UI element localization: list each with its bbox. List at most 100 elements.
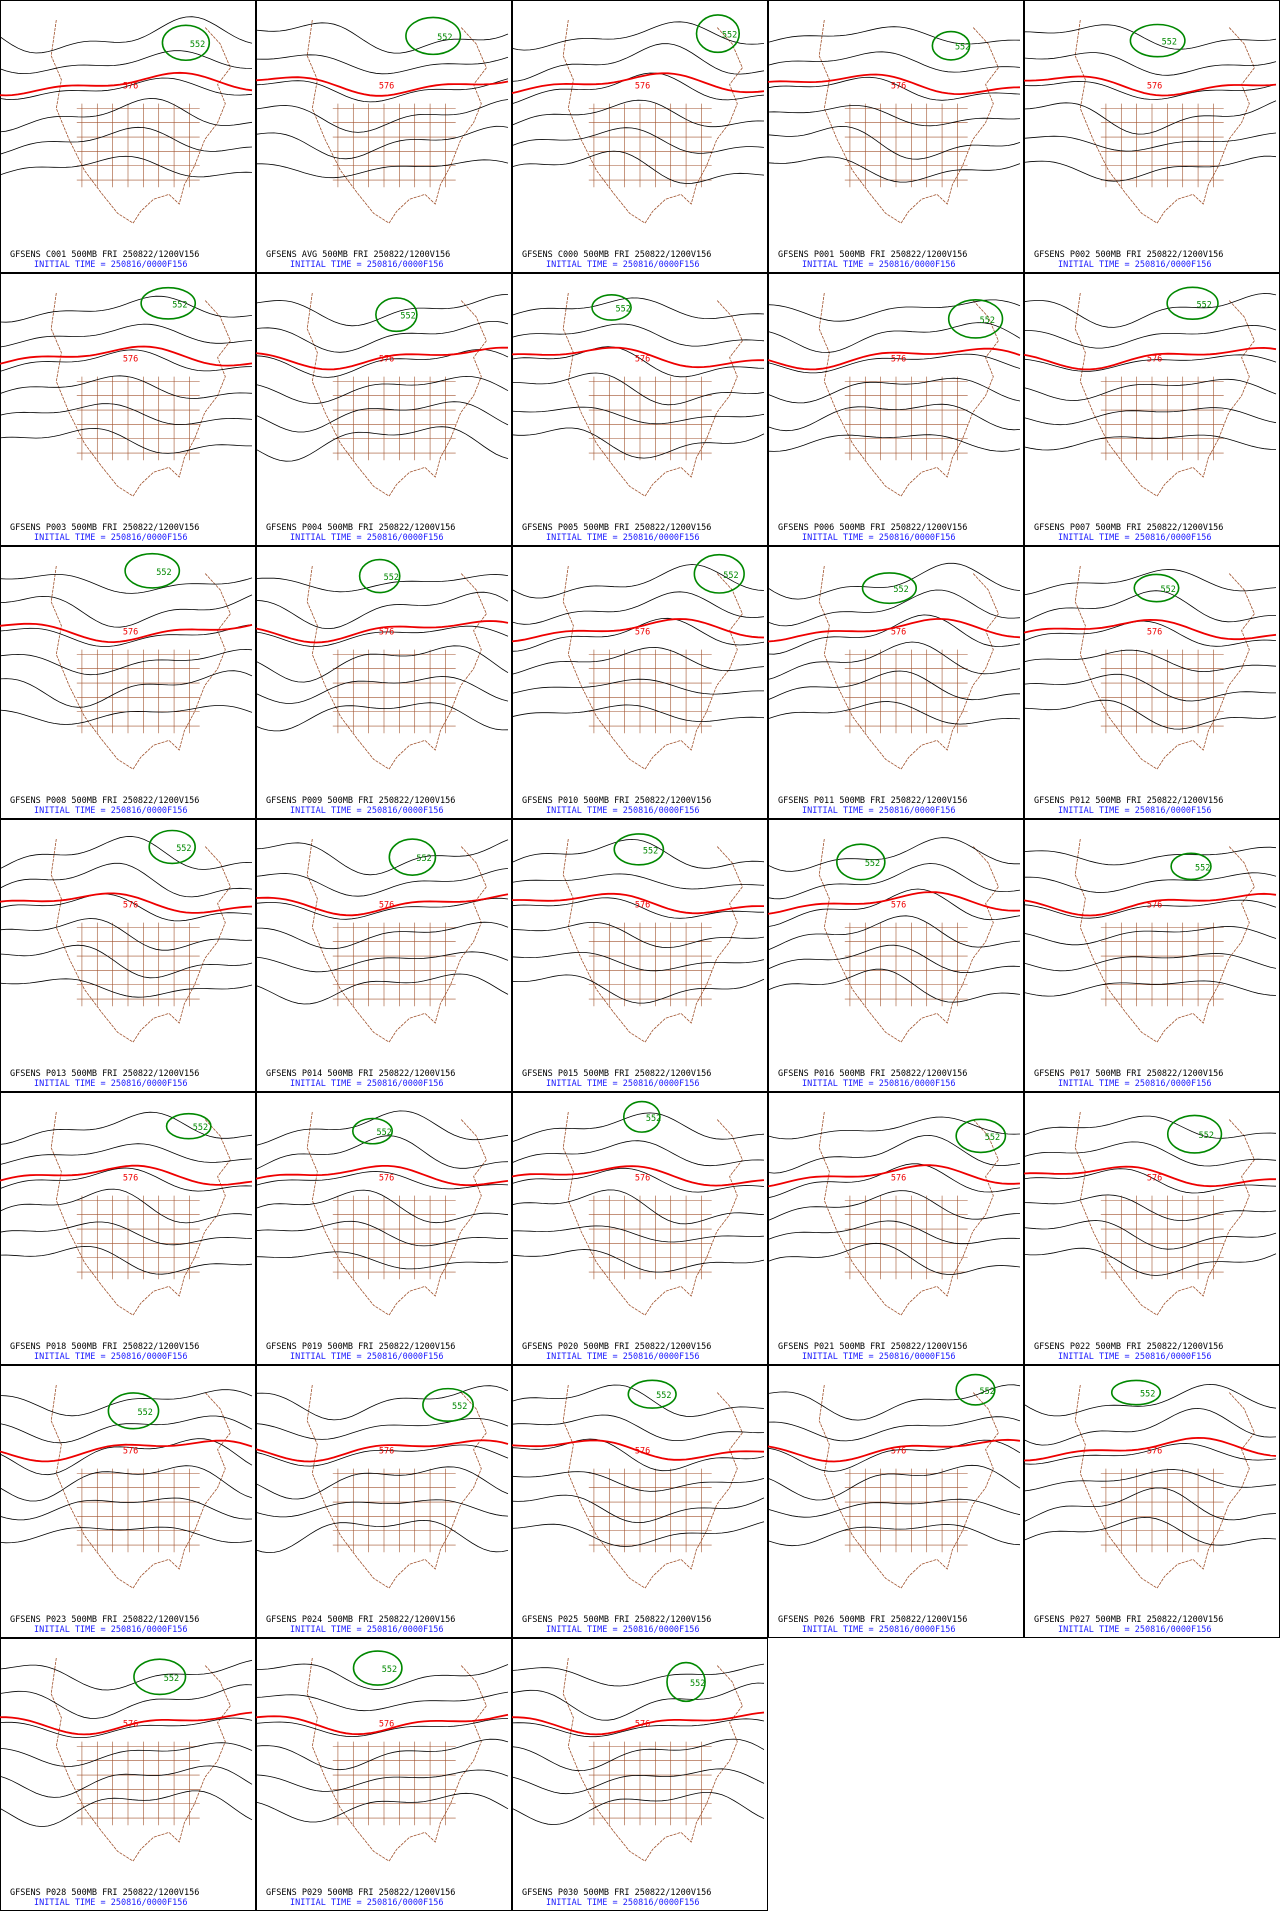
height-contour [255, 973, 509, 1005]
height-contour [511, 678, 764, 695]
height-contour [511, 1682, 765, 1721]
caption: GFSENS P024 500MB FRI 250822/1200V156 [266, 1615, 455, 1625]
coastline [818, 19, 999, 224]
contour-552 [1129, 23, 1186, 58]
height-contour [0, 648, 253, 676]
caption: GFSENS P023 500MB FRI 250822/1200V156 [10, 1615, 199, 1625]
height-contour [1023, 1247, 1277, 1276]
contour-552 [955, 1118, 1007, 1154]
height-contour [511, 1521, 765, 1547]
height-contour [767, 125, 1021, 160]
height-contour [0, 323, 253, 348]
map-panel: 576 552 GFSENS P015 500MB FRI 250822/1200V… [511, 819, 768, 1092]
initial-time: INITIAL TIME = 250816/0000F156 [34, 1898, 188, 1908]
contour-576 [255, 893, 509, 917]
coastline [50, 838, 231, 1043]
height-contour [0, 862, 253, 898]
contour-576 [255, 1165, 509, 1187]
height-contour [0, 98, 253, 133]
map-panel: 576 552 GFSENS P009 500MB FRI 250822/1200V… [255, 546, 512, 819]
height-contour [767, 299, 1021, 322]
contour-552 [124, 552, 181, 589]
coastline [1074, 565, 1255, 770]
initial-time: INITIAL TIME = 250816/0000F156 [1058, 1079, 1212, 1089]
height-contour [255, 574, 509, 593]
height-contour [767, 968, 1021, 1003]
height-contour [0, 349, 253, 372]
height-contour [511, 952, 765, 972]
contour-576 [255, 76, 509, 97]
height-contour [511, 1167, 765, 1193]
contour-label: 576 [635, 900, 650, 910]
initial-time: INITIAL TIME = 250816/0000F156 [546, 806, 700, 816]
height-contour [511, 838, 765, 869]
height-contour [767, 1384, 1021, 1421]
height-contour [1024, 324, 1277, 349]
caption: GFSENS P006 500MB FRI 250822/1200V156 [778, 523, 967, 533]
height-contour [511, 99, 765, 128]
coastline [818, 1384, 999, 1589]
initial-time: INITIAL TIME = 250816/0000F156 [1058, 806, 1212, 816]
contour-label: 552 [616, 304, 631, 314]
height-contour [767, 1416, 1021, 1442]
height-contour [0, 1143, 253, 1165]
contour-label: 552 [382, 1665, 397, 1675]
height-contour [0, 1684, 253, 1719]
contour-576 [0, 345, 253, 367]
height-contour [1023, 24, 1277, 50]
coastline [562, 1111, 743, 1316]
contour-576 [0, 1164, 253, 1186]
contour-label: 552 [384, 573, 399, 583]
height-contour [767, 1220, 1021, 1245]
contour-label: 552 [164, 1674, 179, 1684]
contour-label: 576 [1147, 354, 1162, 364]
height-contour [1023, 1516, 1277, 1546]
contour-label: 576 [1147, 81, 1162, 91]
height-contour [0, 1245, 253, 1275]
caption: GFSENS P008 500MB FRI 250822/1200V156 [10, 796, 199, 806]
height-contour [511, 43, 765, 82]
height-contour [511, 1792, 765, 1826]
height-contour [767, 837, 1020, 872]
initial-time: INITIAL TIME = 250816/0000F156 [290, 1898, 444, 1908]
coastline [562, 1384, 743, 1589]
contour-552 [358, 558, 401, 594]
height-contour [0, 126, 253, 155]
height-contour [1023, 80, 1277, 100]
height-contour [255, 54, 509, 75]
contour-552 [695, 14, 741, 54]
initial-time: INITIAL TIME = 250816/0000F156 [290, 1625, 444, 1635]
height-contour [767, 403, 1021, 432]
contour-label: 576 [123, 900, 138, 910]
coastline [562, 1657, 743, 1862]
initial-time: INITIAL TIME = 250816/0000F156 [802, 1079, 956, 1089]
height-contour [511, 427, 765, 459]
contour-label: 576 [123, 1719, 138, 1729]
height-contour [0, 50, 253, 75]
height-contour [255, 321, 509, 353]
coastline [1074, 1384, 1255, 1589]
caption: GFSENS P012 500MB FRI 250822/1200V156 [1034, 796, 1223, 806]
contour-label: 576 [379, 354, 394, 364]
height-contour [0, 1765, 253, 1798]
height-contour [767, 888, 1021, 927]
contour-576 [767, 347, 1021, 371]
initial-time: INITIAL TIME = 250816/0000F156 [34, 1079, 188, 1089]
height-contour [511, 646, 765, 675]
map-panel: 576 552 GFSENS P016 500MB FRI 250822/1200V… [767, 819, 1024, 1092]
height-contour [1023, 155, 1277, 182]
height-contour [0, 893, 253, 922]
height-contour [255, 22, 509, 54]
coastline [818, 838, 999, 1043]
contour-576 [1023, 1436, 1277, 1462]
map-panel: 576 552 GFSENS P010 500MB FRI 250822/1200V… [511, 546, 768, 819]
contour-label: 552 [400, 312, 415, 322]
height-contour [0, 375, 253, 399]
height-contour [255, 1418, 509, 1440]
contour-label: 552 [723, 571, 738, 581]
height-contour [511, 1663, 765, 1687]
initial-time: INITIAL TIME = 250816/0000F156 [802, 806, 956, 816]
caption: GFSENS P022 500MB FRI 250822/1200V156 [1034, 1342, 1223, 1352]
caption: GFSENS P004 500MB FRI 250822/1200V156 [266, 523, 455, 533]
